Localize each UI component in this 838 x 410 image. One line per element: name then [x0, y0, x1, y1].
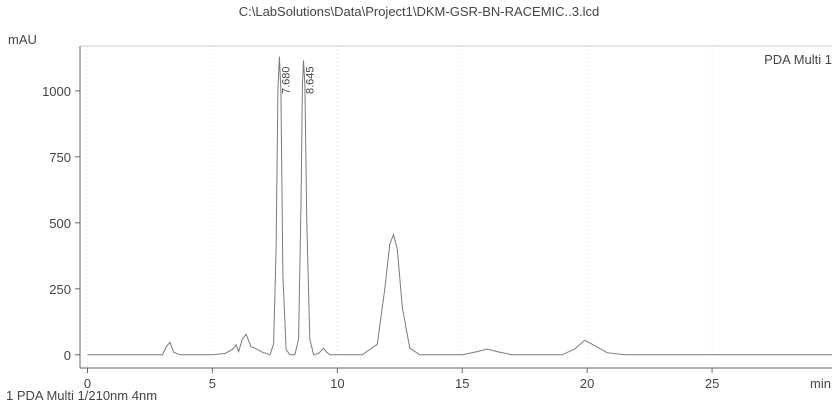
y-ticks: 0 250 500 750 1000	[42, 84, 80, 363]
x-tick-label: 0	[84, 376, 91, 391]
y-tick-label: 500	[49, 216, 71, 231]
series-group	[87, 56, 832, 356]
chart-title: C:\LabSolutions\Data\Project1\DKM-GSR-BN…	[238, 4, 600, 19]
y-tick-label: 1000	[42, 84, 71, 99]
peak-label: 8.645	[304, 66, 316, 94]
y-tick-label: 0	[64, 348, 71, 363]
legend-entry: PDA Multi 1	[764, 52, 832, 67]
y-tick-label: 750	[49, 150, 71, 165]
y-axis-label: mAU	[8, 32, 37, 47]
peak-labels: 7.680 8.645	[280, 66, 316, 94]
series-line-0	[87, 56, 832, 356]
grid-lines	[87, 46, 713, 368]
x-tick-label: 25	[705, 376, 719, 391]
x-tick-label: 15	[455, 376, 469, 391]
y-tick-label: 250	[49, 282, 71, 297]
x-ticks: 0 5 10 15 20 25	[84, 368, 719, 391]
x-tick-label: 10	[330, 376, 344, 391]
x-tick-label: 5	[209, 376, 216, 391]
x-axis-label: min	[810, 376, 831, 391]
x-tick-label: 20	[580, 376, 594, 391]
detector-footnote: 1 PDA Multi 1/210nm 4nm	[6, 388, 158, 403]
peak-label: 7.680	[280, 66, 292, 94]
